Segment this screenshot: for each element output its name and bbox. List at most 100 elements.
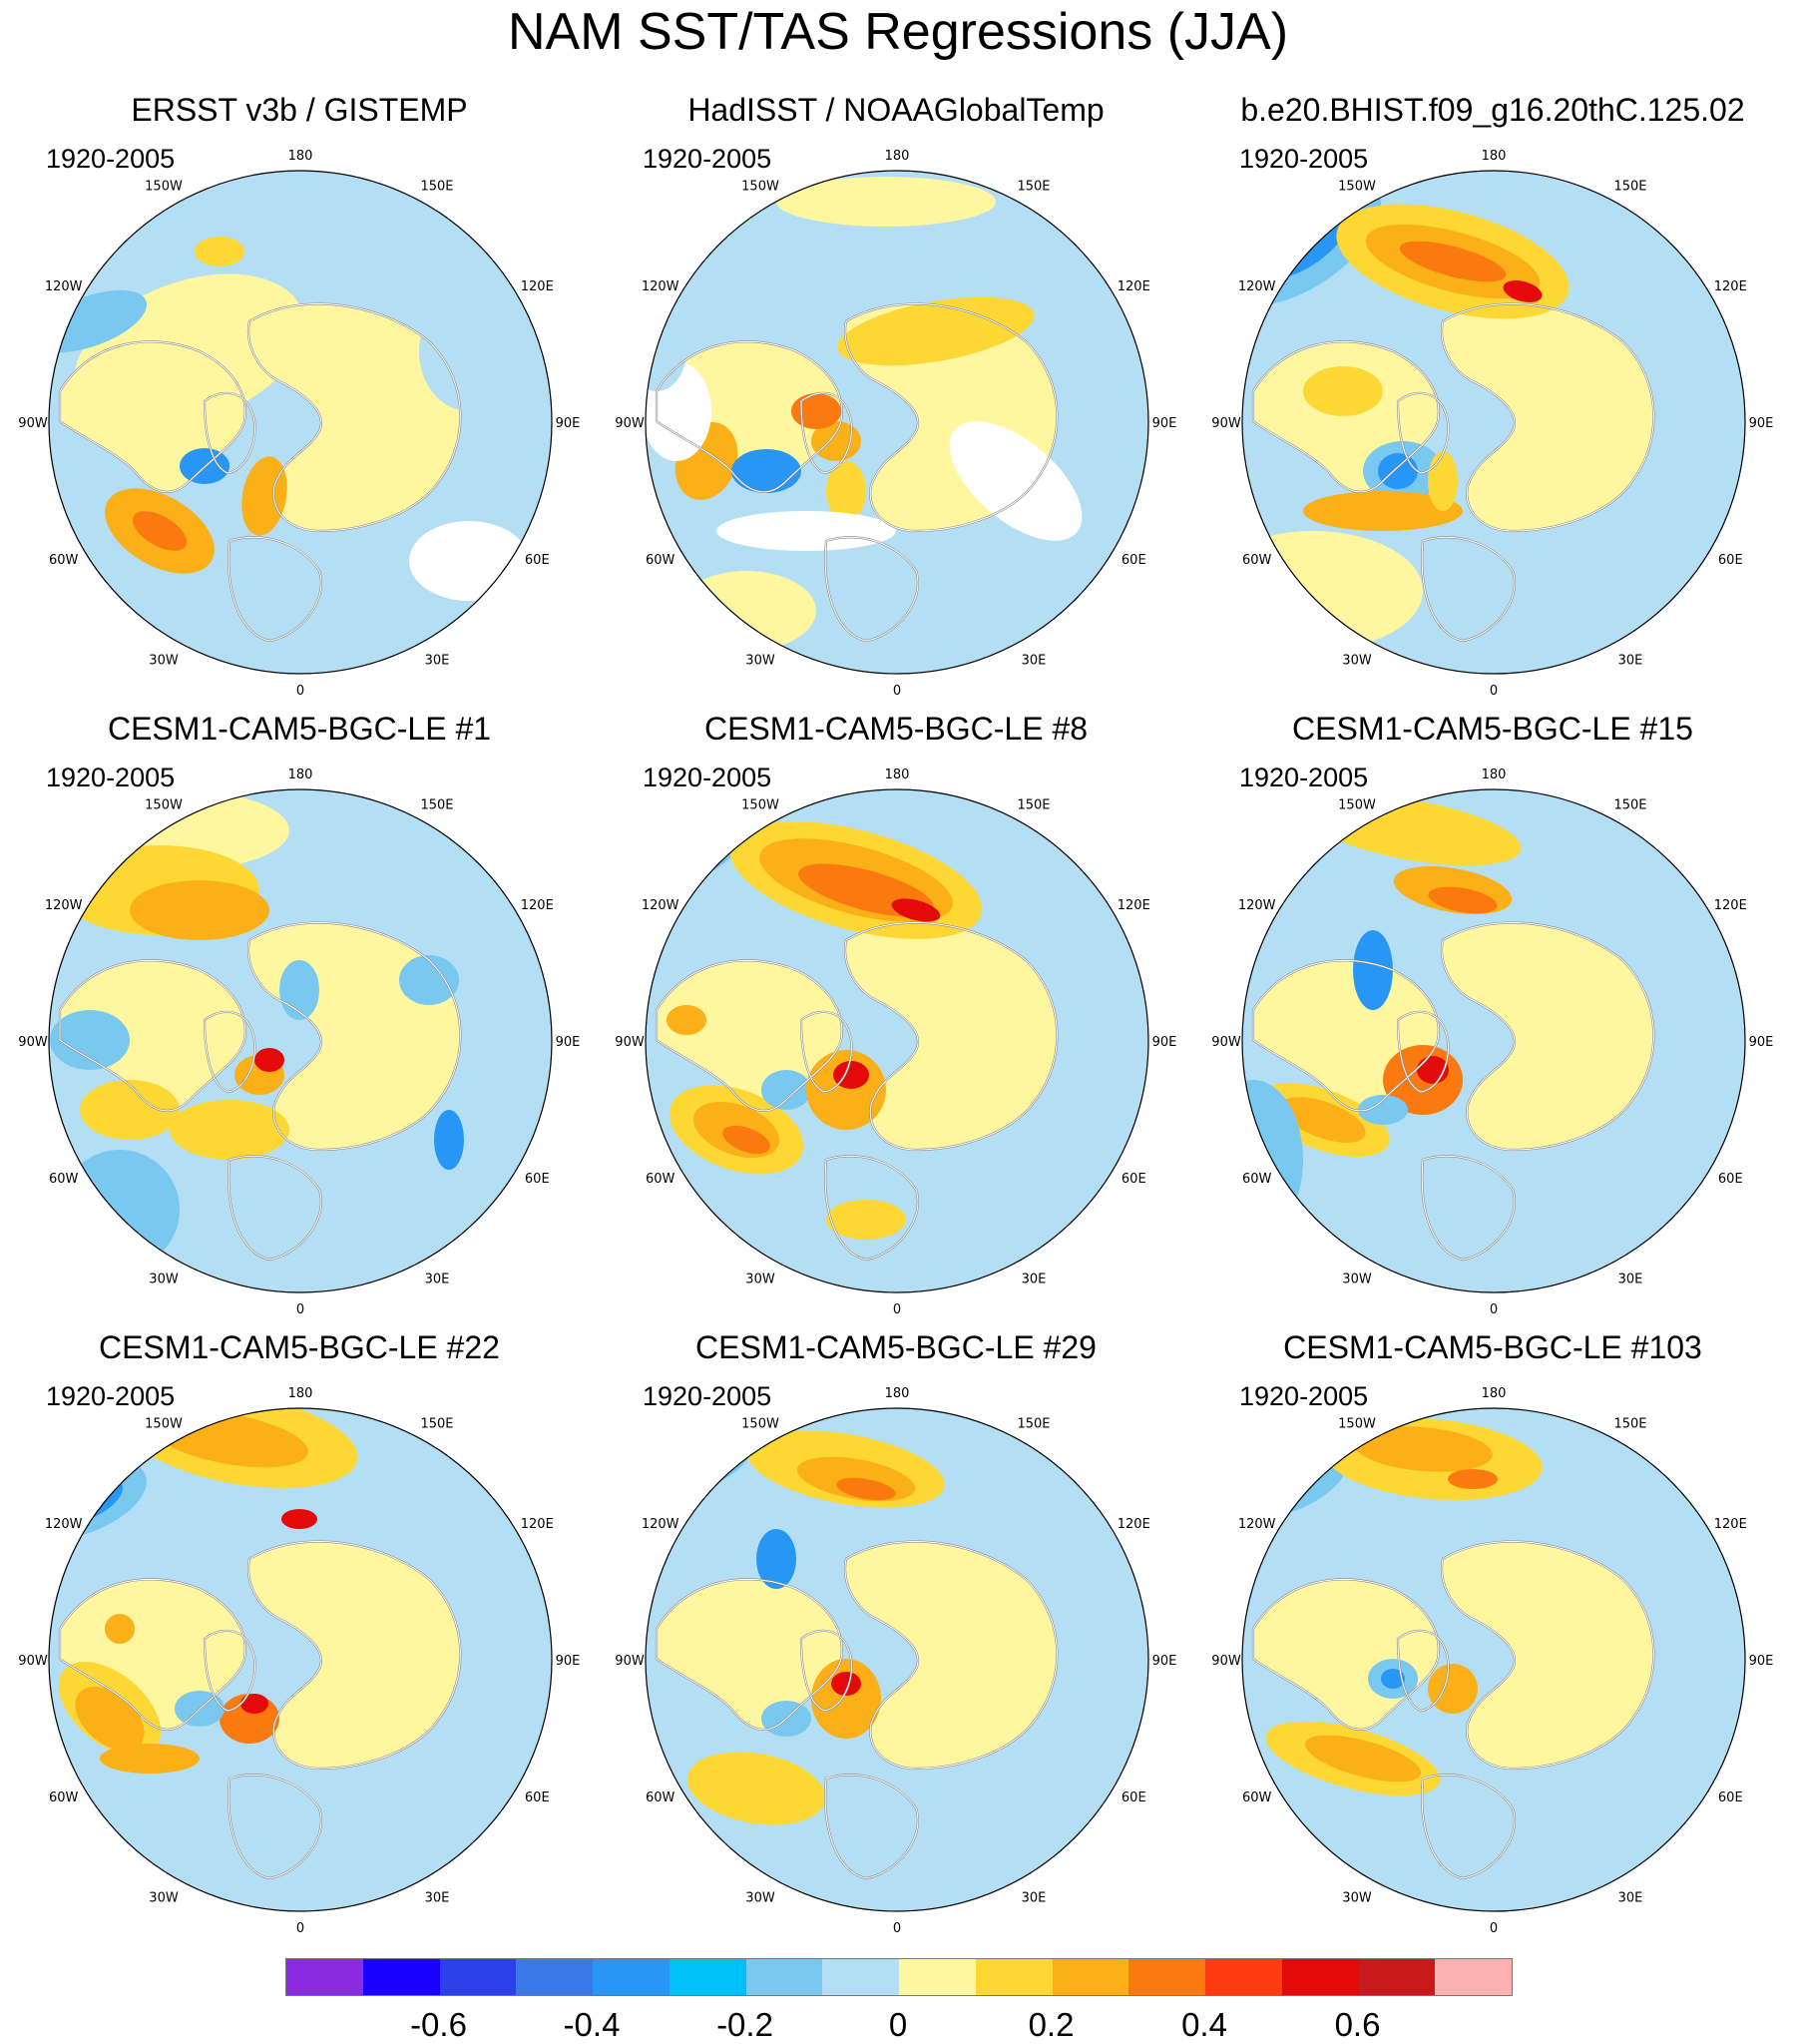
panel-title: CESM1-CAM5-BGC-LE #22 xyxy=(99,1329,500,1365)
anomaly-region xyxy=(50,1010,130,1070)
map-field xyxy=(646,171,1148,674)
anomaly-region xyxy=(949,421,1083,541)
anomaly-region xyxy=(130,880,269,940)
map-panel: b.e20.BHIST.f09_g16.20thC.125.02 1920-20… xyxy=(1193,92,1792,711)
anomaly-region xyxy=(731,449,801,493)
anomaly-region xyxy=(716,511,896,551)
map-field xyxy=(646,1408,1148,1911)
period-label: 1920-2005 xyxy=(643,144,772,174)
anomaly-region xyxy=(1448,1469,1498,1489)
map-border xyxy=(1241,170,1746,675)
map-panel: CESM1-CAM5-BGC-LE #22 1920-2005 180 150E 1… xyxy=(0,1329,599,1948)
longitude-label: 30W xyxy=(745,1890,775,1905)
colorbar-box xyxy=(745,1959,823,1995)
longitude-label: 60W xyxy=(49,1172,79,1187)
longitude-label: 180 xyxy=(1482,767,1507,782)
polar-map: 180 150E 120E 90E 60E 30E 0 30W 60W 90W 120W 150W xyxy=(18,767,580,1317)
coastline-highlight xyxy=(656,340,843,493)
polar-map: 180 150E 120E 90E 60E 30E 0 30W 60W 90W 120W 150W xyxy=(18,1386,580,1936)
coastline-highlight xyxy=(59,1578,246,1731)
longitude-label: 180 xyxy=(288,149,313,164)
coastline-highlight xyxy=(656,959,843,1112)
period-label: 1920-2005 xyxy=(1239,1381,1369,1411)
anomaly-region xyxy=(1280,1097,1366,1143)
map-field xyxy=(49,1408,552,1911)
anomaly-region xyxy=(826,461,866,521)
map-field xyxy=(1242,171,1745,674)
longitude-label: 30W xyxy=(1342,1890,1372,1905)
longitude-label: 30W xyxy=(149,1272,179,1286)
longitude-label: 120W xyxy=(1238,279,1276,294)
anomaly-region xyxy=(409,521,529,601)
longitude-label: 60W xyxy=(49,1790,79,1805)
anomaly-region xyxy=(281,1509,317,1529)
longitude-label: 150E xyxy=(1017,180,1050,195)
longitude-label: 30W xyxy=(745,1272,775,1286)
anomaly-region xyxy=(1378,453,1418,489)
panel-title: CESM1-CAM5-BGC-LE #1 xyxy=(107,711,492,747)
coastline-highlight xyxy=(1441,1541,1654,1770)
panel-title: CESM1-CAM5-BGC-LE #29 xyxy=(695,1329,1097,1365)
coastline-highlight xyxy=(1397,1630,1449,1712)
map-panel: ERSST v3b / GISTEMP 1920-2005 180 150E 120… xyxy=(0,92,599,711)
anomaly-region xyxy=(1442,922,1654,1150)
longitude-label: 150W xyxy=(145,798,183,813)
colorbar-tick-label: 0.6 xyxy=(1334,2006,1381,2043)
anomaly-region xyxy=(1428,886,1498,914)
anomaly-region xyxy=(434,1110,464,1170)
longitude-label: 150E xyxy=(1613,1417,1646,1432)
coastline-highlight xyxy=(59,959,246,1112)
longitude-label: 150E xyxy=(420,1417,453,1432)
longitude-label: 120W xyxy=(45,898,83,913)
coastline-highlight xyxy=(204,392,255,474)
map-border xyxy=(1241,788,1746,1293)
anomaly-region xyxy=(1303,366,1383,416)
period-label: 1920-2005 xyxy=(46,763,176,792)
longitude-label: 180 xyxy=(885,767,910,782)
map-panel: CESM1-CAM5-BGC-LE #1 1920-2005 180 150E 12… xyxy=(0,711,599,1329)
longitude-label: 120W xyxy=(45,1517,83,1532)
anomaly-region xyxy=(657,1579,842,1730)
longitude-label: 180 xyxy=(288,767,313,782)
anomaly-region xyxy=(833,1061,869,1089)
colorbar-box xyxy=(439,1959,517,1995)
longitude-label: 150E xyxy=(420,798,453,813)
longitude-label: 30E xyxy=(1618,653,1643,668)
anomaly-region xyxy=(254,1048,284,1072)
coastline-highlight xyxy=(824,1774,919,1879)
longitude-label: 150W xyxy=(1338,180,1376,195)
longitude-label: 90W xyxy=(18,416,48,431)
anomaly-region xyxy=(686,1752,826,1825)
colorbar-box xyxy=(362,1959,440,1995)
anomaly-region xyxy=(1381,1669,1405,1689)
longitude-label: 30W xyxy=(1342,1272,1372,1286)
longitude-label: 180 xyxy=(288,1386,313,1401)
longitude-label: 60W xyxy=(1242,553,1272,568)
map-border xyxy=(48,788,553,1293)
coastline-highlight xyxy=(247,303,461,532)
coastline-highlight xyxy=(227,536,322,642)
anomaly-region xyxy=(845,922,1058,1150)
anomaly-region xyxy=(845,1541,1058,1769)
longitude-label: 60W xyxy=(1242,1790,1272,1805)
colorbar-box xyxy=(899,1959,976,1995)
anomaly-region xyxy=(240,1694,268,1714)
map-border xyxy=(48,1407,553,1912)
period-label: 1920-2005 xyxy=(1239,144,1369,174)
colorbar-tick-label: 0.4 xyxy=(1181,2006,1227,2043)
coastline-highlight xyxy=(1397,392,1449,474)
coastline-highlight xyxy=(844,922,1058,1151)
longitude-label: 90W xyxy=(615,1035,645,1050)
longitude-label: 120W xyxy=(642,1517,679,1532)
anomaly-region xyxy=(60,960,245,1111)
polar-map: 180 150E 120E 90E 60E 30E 0 30W 60W 90W 120W 150W xyxy=(1211,149,1773,699)
map-panel: CESM1-CAM5-BGC-LE #15 1920-2005 180 150E 1… xyxy=(1193,711,1792,1329)
period-label: 1920-2005 xyxy=(46,1381,176,1411)
anomaly-region xyxy=(1242,1080,1303,1240)
colorbar-box xyxy=(1358,1959,1436,1995)
coastline-highlight xyxy=(1397,1011,1449,1093)
longitude-label: 90E xyxy=(1749,1035,1774,1050)
longitude-label: 150E xyxy=(1613,798,1646,813)
anomaly-region xyxy=(248,1541,461,1769)
longitude-label: 90E xyxy=(1152,1654,1177,1669)
